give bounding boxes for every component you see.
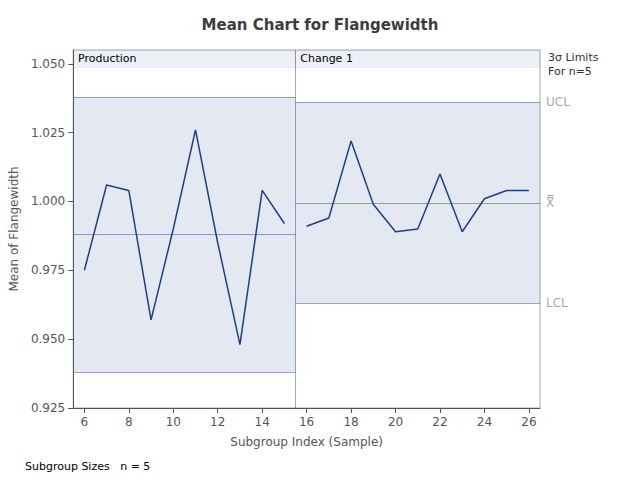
svg-text:6: 6 <box>81 415 89 429</box>
svg-text:X̿: X̿ <box>546 195 554 210</box>
svg-text:1.000: 1.000 <box>31 194 65 208</box>
svg-text:10: 10 <box>166 415 181 429</box>
svg-text:0.925: 0.925 <box>31 401 65 415</box>
svg-text:1.025: 1.025 <box>31 126 65 140</box>
svg-text:Production: Production <box>78 52 137 65</box>
svg-text:For n=5: For n=5 <box>548 65 592 78</box>
svg-text:3σ Limits: 3σ Limits <box>548 51 599 64</box>
svg-text:Mean of Flangewidth: Mean of Flangewidth <box>7 166 21 291</box>
svg-text:24: 24 <box>477 415 492 429</box>
svg-text:1.050: 1.050 <box>31 57 65 71</box>
svg-text:Change 1: Change 1 <box>300 52 353 65</box>
svg-text:Subgroup Sizes n = 5: Subgroup Sizes n = 5 <box>25 460 150 473</box>
svg-text:12: 12 <box>210 415 225 429</box>
svg-text:26: 26 <box>521 415 536 429</box>
svg-text:14: 14 <box>255 415 270 429</box>
svg-text:UCL: UCL <box>546 95 570 109</box>
svg-text:22: 22 <box>432 415 447 429</box>
svg-text:Mean Chart for Flangewidth: Mean Chart for Flangewidth <box>202 16 439 34</box>
svg-text:Subgroup Index (Sample): Subgroup Index (Sample) <box>230 435 383 449</box>
svg-text:0.950: 0.950 <box>31 332 65 346</box>
svg-text:18: 18 <box>343 415 358 429</box>
svg-text:20: 20 <box>388 415 403 429</box>
svg-text:16: 16 <box>299 415 314 429</box>
svg-text:LCL: LCL <box>546 296 568 310</box>
svg-text:8: 8 <box>125 415 133 429</box>
svg-text:0.975: 0.975 <box>31 263 65 277</box>
